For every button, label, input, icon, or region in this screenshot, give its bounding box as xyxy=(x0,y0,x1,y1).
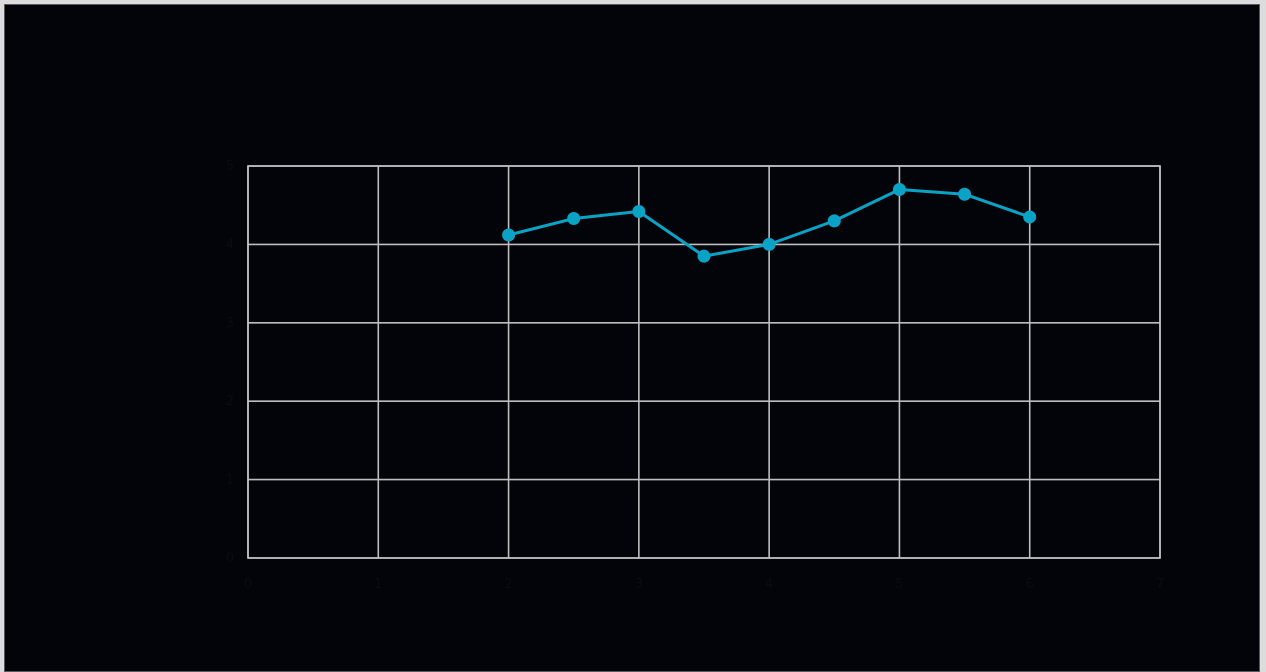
x-tick-label: 5 xyxy=(895,577,903,592)
tick-labels: 0 1 2 3 4 5 6 7 0 1 2 3 4 5 xyxy=(226,159,1164,592)
y-tick-label: 4 xyxy=(226,237,234,252)
data-point xyxy=(827,214,841,228)
x-tick-label: 2 xyxy=(504,577,512,592)
data-point xyxy=(697,249,711,263)
y-tick-label: 3 xyxy=(226,316,234,331)
x-tick-label: 1 xyxy=(374,577,382,592)
data-point xyxy=(958,187,972,201)
grid xyxy=(247,165,1161,559)
y-tick-label: 2 xyxy=(226,394,234,409)
x-tick-label: 0 xyxy=(244,577,252,592)
x-tick-label: 3 xyxy=(635,577,643,592)
y-tick-label: 1 xyxy=(226,473,234,488)
x-tick-label: 7 xyxy=(1156,577,1164,592)
y-tick-label: 0 xyxy=(226,551,234,566)
data-point xyxy=(567,212,581,226)
data-point xyxy=(632,204,646,218)
data-point xyxy=(892,183,906,197)
x-tick-label: 4 xyxy=(765,577,773,592)
series-layer xyxy=(502,183,1037,263)
y-tick-label: 5 xyxy=(226,159,234,174)
data-point xyxy=(762,237,776,251)
x-tick-label: 6 xyxy=(1026,577,1034,592)
data-point xyxy=(502,228,516,242)
data-point xyxy=(1023,210,1037,224)
chart-background xyxy=(4,4,1260,672)
plot-area-border xyxy=(247,165,1161,559)
